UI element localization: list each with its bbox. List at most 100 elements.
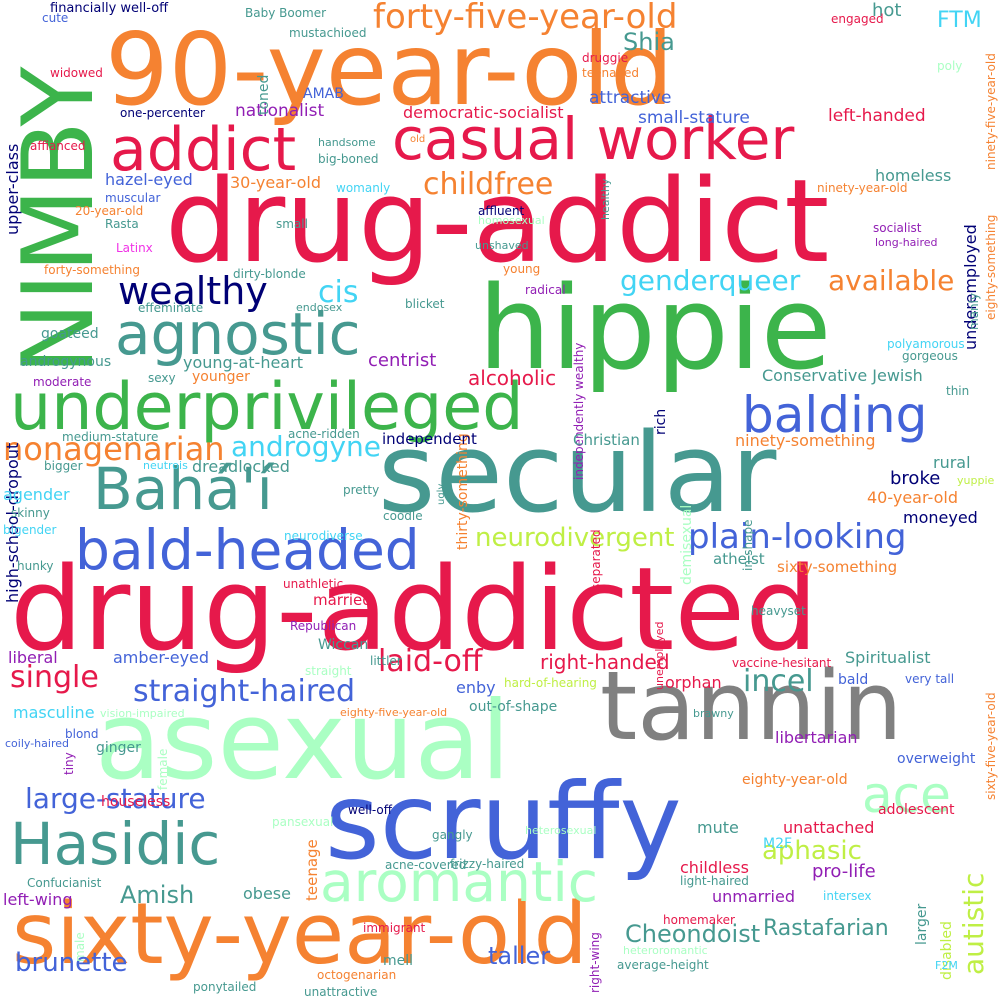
cloud-word: neurodiverse <box>284 529 363 543</box>
cloud-word: thin <box>946 384 970 398</box>
cloud-word: light-haired <box>680 874 749 888</box>
cloud-word: scruffy <box>325 761 682 883</box>
cloud-word: houseless <box>101 794 171 810</box>
cloud-word: amber-eyed <box>113 648 210 667</box>
cloud-word: thirty-something <box>455 433 471 550</box>
cloud-word: demisexual <box>679 504 695 585</box>
cloud-word: larger <box>914 903 930 945</box>
cloud-word: wealthy <box>118 269 268 313</box>
cloud-word: endosex <box>296 301 343 314</box>
cloud-word: hard-of-hearing <box>504 676 597 690</box>
cloud-word: left-handed <box>828 106 926 126</box>
cloud-word: unshaved <box>475 239 529 252</box>
cloud-word: Bahá'í <box>93 455 273 523</box>
cloud-word: liberal <box>8 648 58 667</box>
cloud-word: 20-year-old <box>75 204 144 218</box>
cloud-word: manly <box>967 292 981 330</box>
cloud-word: eighty-something <box>984 214 998 320</box>
cloud-word: effeminate <box>138 301 204 315</box>
cloud-word: F2M <box>935 959 958 972</box>
cloud-word: eighty-year-old <box>742 772 848 788</box>
cloud-word: hunky <box>17 559 54 573</box>
cloud-word: adolescent <box>878 802 955 818</box>
cloud-word: mute <box>697 818 739 837</box>
cloud-word: enby <box>456 678 496 697</box>
cloud-word: ginger <box>96 740 141 756</box>
cloud-word: hippie <box>478 262 832 396</box>
cloud-word: bigger <box>44 459 83 473</box>
cloud-word: financially well-off <box>50 1 169 16</box>
cloud-word: married <box>313 591 372 609</box>
cloud-word: plain-looking <box>688 517 907 557</box>
cloud-word: aphasic <box>762 836 862 866</box>
cloud-word: nonagenarian <box>3 430 225 468</box>
cloud-word: libertarian <box>775 728 858 747</box>
cloud-word: small <box>276 217 308 231</box>
cloud-word: drug-addict <box>165 155 830 289</box>
cloud-word: mell <box>383 953 414 969</box>
cloud-word: overweight <box>897 751 976 767</box>
cloud-word: homosexual <box>478 214 545 227</box>
cloud-word: big-boned <box>318 152 379 166</box>
cloud-word: childless <box>680 858 749 877</box>
cloud-word: average-height <box>617 958 709 972</box>
cloud-word: out-of-shape <box>469 699 558 715</box>
cloud-word: young <box>503 262 541 276</box>
cloud-word: laid-off <box>378 644 483 679</box>
cloud-word: widowed <box>50 66 103 80</box>
cloud-word: Spiritualist <box>845 648 931 667</box>
cloud-word: yuppie <box>957 474 995 487</box>
cloud-word: womanly <box>336 181 391 195</box>
cloud-word: blicket <box>405 297 445 311</box>
cloud-word: socialist <box>873 221 922 235</box>
cloud-word: gorgeous <box>902 349 958 363</box>
cloud-word: ninety-year-old <box>817 181 908 195</box>
cloud-word: separated <box>589 529 603 590</box>
cloud-word: acne-covered <box>385 858 467 872</box>
cloud-word: well-off <box>348 803 393 817</box>
cloud-word: incel <box>743 664 814 699</box>
cloud-word: tiny <box>62 752 76 775</box>
cloud-word: ace <box>862 766 951 824</box>
cloud-word: secular <box>378 409 777 537</box>
cloud-word: single <box>10 660 99 695</box>
cloud-word: independently wealthy <box>572 342 586 480</box>
cloud-word: heterosexual <box>525 824 597 837</box>
cloud-word: asexual <box>95 679 511 804</box>
cloud-word: acne-ridden <box>288 427 360 441</box>
cloud-word: coily-haired <box>5 737 69 750</box>
cloud-word: M2F <box>763 836 793 852</box>
cloud-word: female <box>156 748 170 790</box>
cloud-word: neutrois <box>143 459 188 472</box>
cloud-word: balding <box>742 386 928 444</box>
cloud-word: rich <box>653 408 669 435</box>
cloud-word: sexy <box>148 371 176 385</box>
cloud-word: sixty-year-old <box>12 885 588 984</box>
cloud-word: cis <box>318 275 359 310</box>
cloud-word: eighty-five-year-old <box>340 706 448 719</box>
cloud-word: Latinx <box>116 241 153 255</box>
cloud-word: teenaged <box>582 66 640 80</box>
cloud-word: available <box>828 264 955 297</box>
cloud-word: hazel-eyed <box>105 170 193 189</box>
cloud-word: forty-something <box>44 263 140 277</box>
cloud-word: bald <box>838 672 869 688</box>
cloud-word: gangly <box>432 828 473 842</box>
cloud-word: polyamorous <box>887 337 965 351</box>
cloud-word: healthy <box>599 178 612 220</box>
cloud-word: moneyed <box>903 508 978 527</box>
cloud-word: Conservative Jewish <box>762 366 923 385</box>
cloud-word: androgyne <box>231 430 382 463</box>
cloud-word: underprivileged <box>10 370 524 445</box>
cloud-word: taller <box>488 942 551 970</box>
cloud-word: heteroromantic <box>623 944 708 957</box>
cloud-word: ponytailed <box>193 980 257 994</box>
cloud-word: atheist <box>713 550 765 568</box>
cloud-word: childfree <box>423 167 554 202</box>
cloud-word: pansexual <box>272 815 334 829</box>
cloud-word: littler <box>370 654 402 668</box>
cloud-word: nationalist <box>235 101 325 121</box>
cloud-word: attractive <box>589 88 672 108</box>
cloud-word: ugly <box>436 483 447 505</box>
